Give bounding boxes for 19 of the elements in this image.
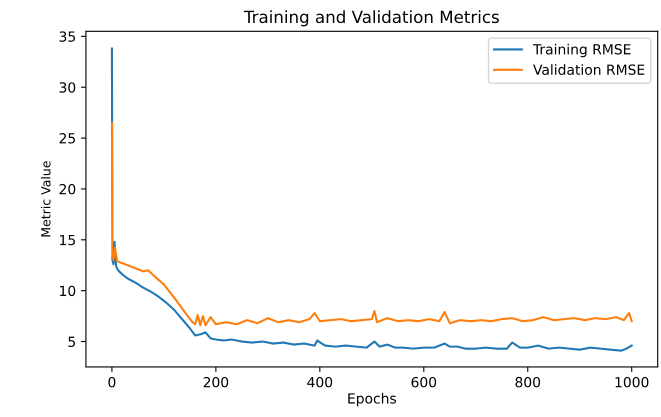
x-axis-title: Epochs xyxy=(348,392,396,406)
x-tick-label: 1000 xyxy=(616,376,648,388)
x-tick-label: 400 xyxy=(307,376,332,388)
y-tick-label: 10 xyxy=(60,286,76,296)
y-tick-label: 20 xyxy=(60,184,76,194)
x-tick-label: 200 xyxy=(204,376,228,388)
y-tick-label: 30 xyxy=(60,82,76,93)
line-series xyxy=(110,122,633,326)
y-tick-label: 5 xyxy=(68,336,75,348)
x-tick-label: 600 xyxy=(412,376,436,388)
legend-label: Training RMSE xyxy=(532,44,631,58)
y-tick-label: 15 xyxy=(60,234,75,246)
x-tick-label: 800 xyxy=(515,376,540,388)
legend-label: Validation RMSE xyxy=(533,64,644,75)
chart-title: Training and Validation Metrics xyxy=(244,10,499,26)
y-tick-label: 35 xyxy=(60,31,75,42)
y-axis-title: Metric Value xyxy=(40,161,51,236)
x-tick-label: 0 xyxy=(108,376,116,388)
y-tick-label: 25 xyxy=(60,133,75,144)
